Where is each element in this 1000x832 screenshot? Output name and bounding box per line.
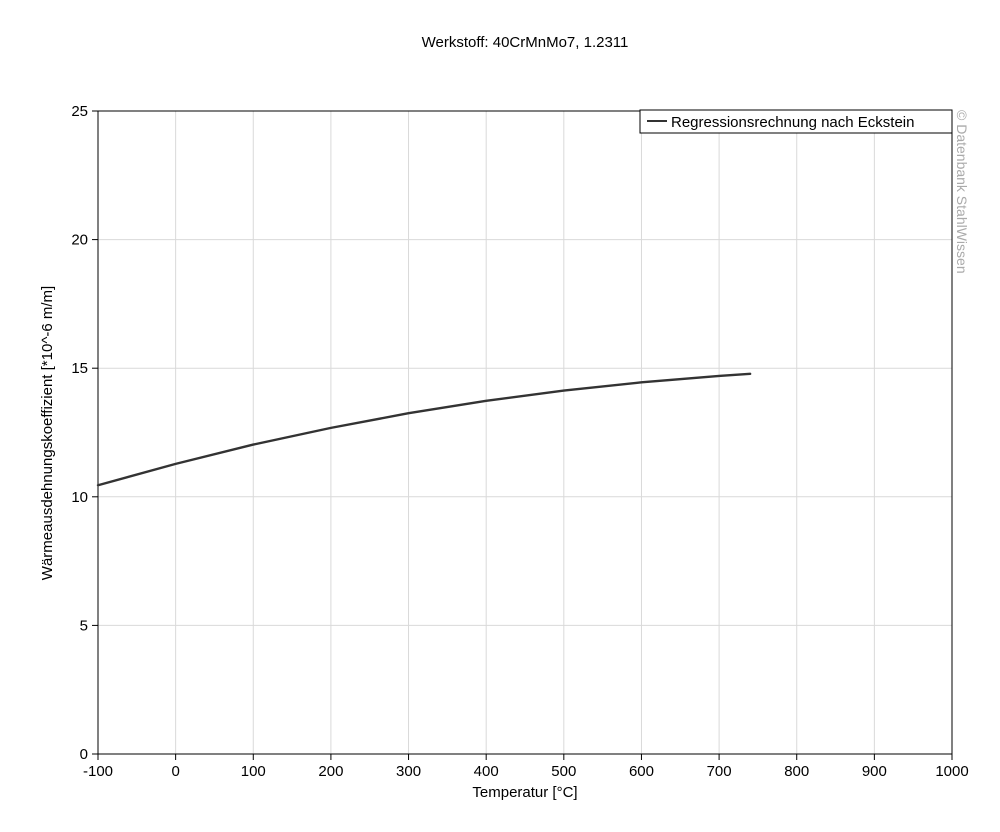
x-tick-label: 0 (171, 763, 179, 780)
x-tick-label: 900 (862, 763, 887, 780)
x-tick-label: -100 (83, 763, 113, 780)
x-axis: -100 0 100 200 300 400 500 600 700 800 900 1000 (83, 754, 969, 780)
x-axis-label: Temperatur [°C] (472, 784, 577, 801)
y-tick-label: 15 (71, 360, 88, 377)
watermark-text: © Datenbank StahlWissen (954, 110, 970, 274)
x-tick-label: 400 (474, 763, 499, 780)
x-tick-label: 500 (551, 763, 576, 780)
y-tick-label: 20 (71, 232, 88, 249)
x-tick-label: 300 (396, 763, 421, 780)
legend-box (639, 109, 953, 134)
y-tick-label: 0 (80, 746, 88, 763)
legend: Regressionsrechnung nach Eckstein (639, 109, 953, 134)
grid-lines (97, 110, 953, 755)
series-line-0 (96, 372, 752, 487)
x-tick-label: 200 (318, 763, 343, 780)
y-tick-label: 10 (71, 489, 88, 506)
y-axis-label: Wärmeausdehnungskoeffizient [*10^-6 m/m] (39, 286, 56, 580)
legend-label: Regressionsrechnung nach Eckstein (671, 114, 914, 131)
plot-area (97, 110, 953, 755)
y-tick-label: 25 (71, 103, 88, 120)
y-tick-label: 5 (80, 617, 88, 634)
x-tick-label: 100 (241, 763, 266, 780)
x-tick-label: 800 (784, 763, 809, 780)
x-tick-label: 700 (707, 763, 732, 780)
series-layer (96, 372, 752, 487)
chart-title: Werkstoff: 40CrMnMo7, 1.2311 (422, 34, 629, 51)
x-tick-label: 1000 (935, 763, 968, 780)
x-tick-label: 600 (629, 763, 654, 780)
y-axis: 0 5 10 15 20 25 (71, 103, 98, 763)
